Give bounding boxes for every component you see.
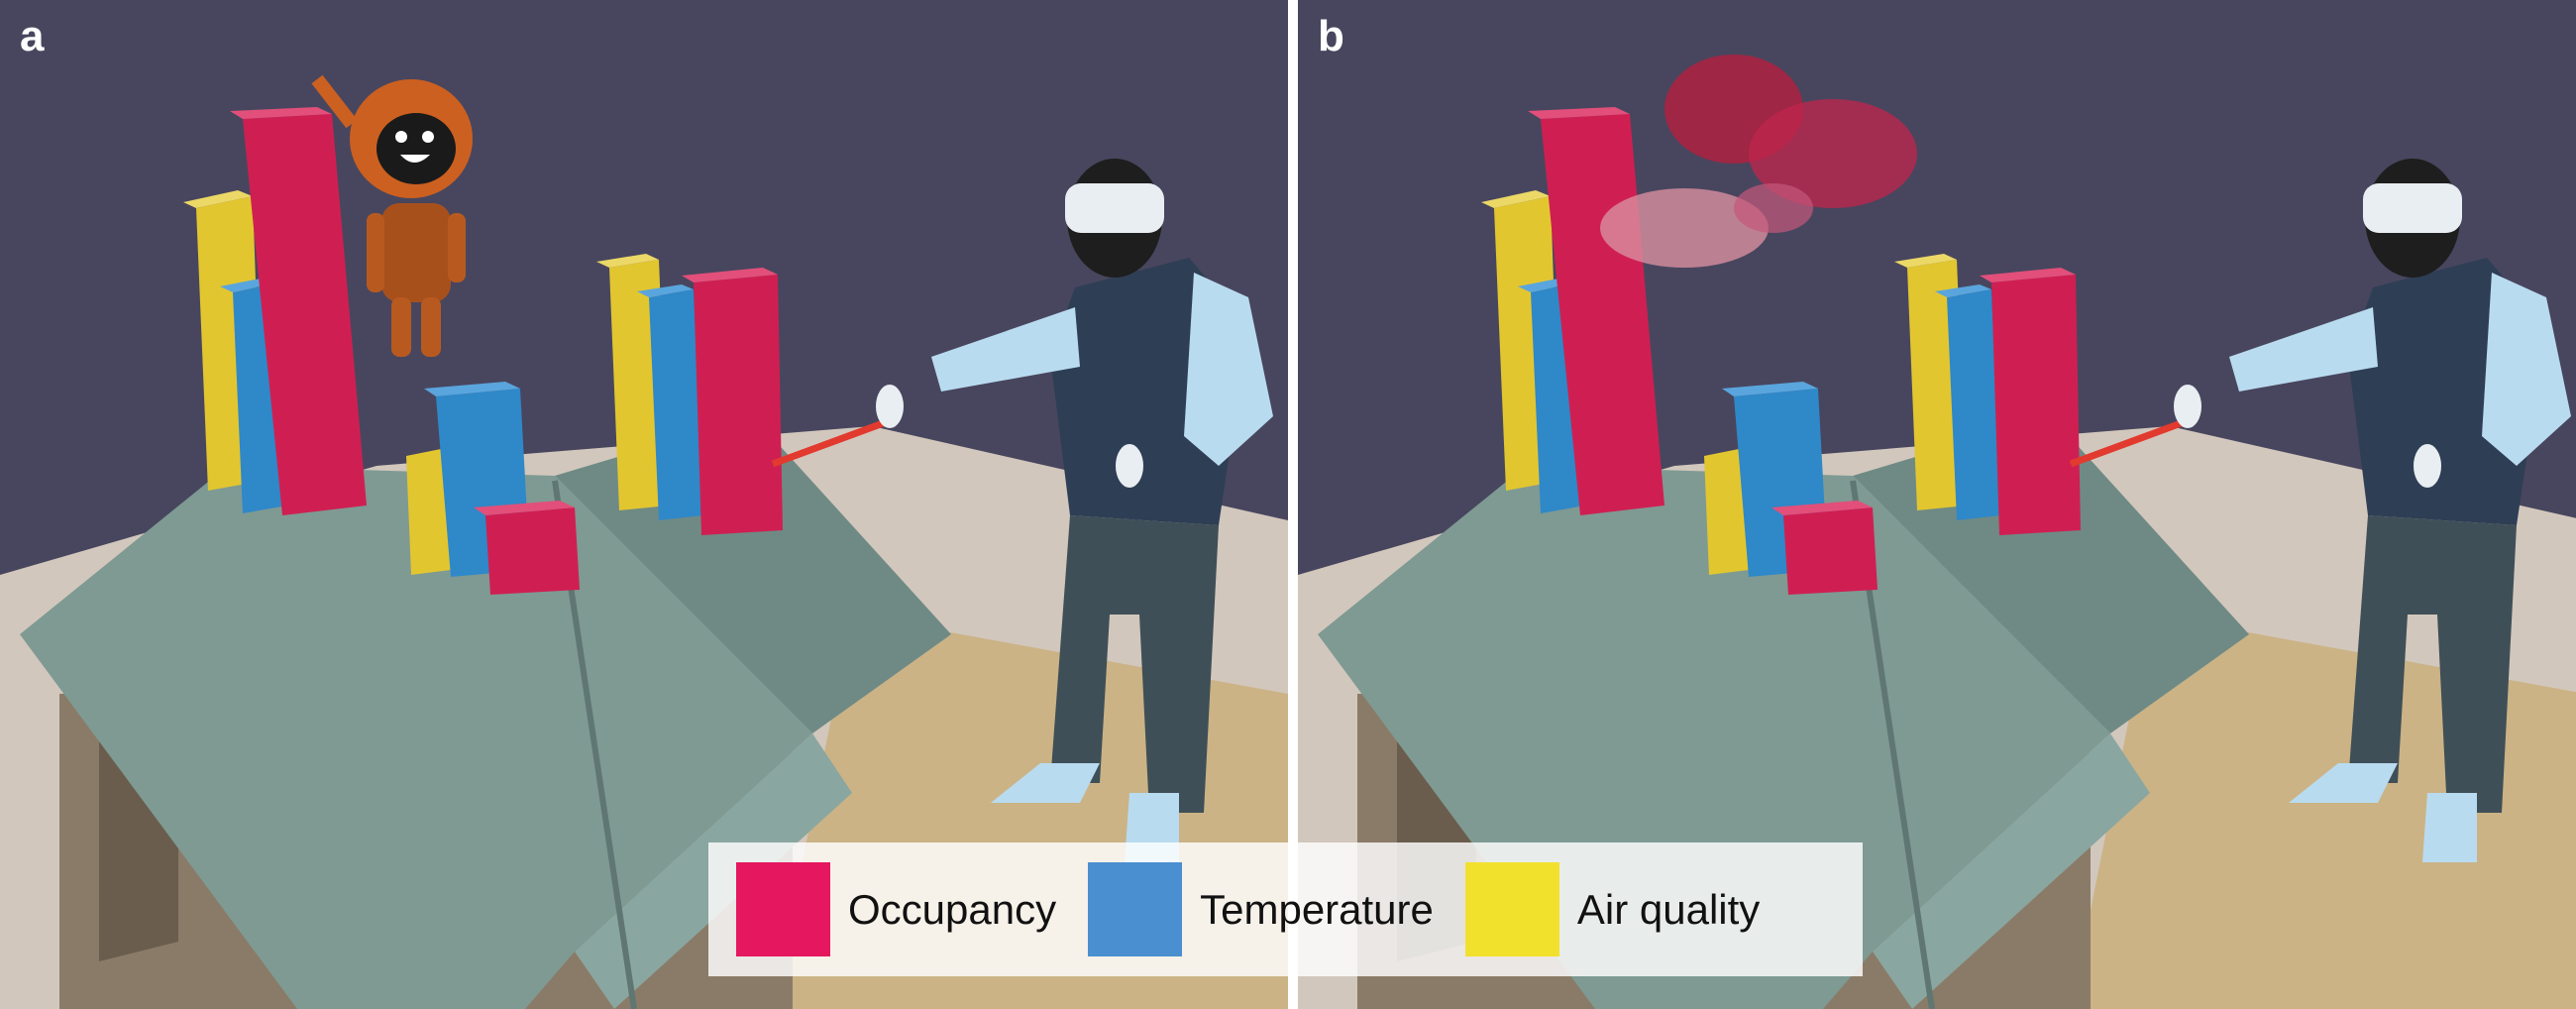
legend-label-occupancy: Occupancy	[848, 885, 1057, 933]
bar-group-left	[183, 107, 367, 515]
robot	[311, 74, 473, 357]
panel-divider	[1288, 0, 1298, 1009]
user-avatar	[876, 159, 1273, 862]
legend-item-occupancy: Occupancy	[736, 862, 1056, 956]
legend-item-air-quality: Air quality	[1464, 862, 1761, 956]
bar-group-middle	[406, 382, 580, 595]
legend: Occupancy Temperature Air quality	[708, 842, 1863, 976]
bar-group-right	[1894, 254, 2081, 535]
panel-label-a: a	[20, 12, 45, 60]
legend-swatch-temperature	[1088, 862, 1183, 956]
pointer-ray	[771, 414, 899, 468]
panel-label-b: b	[1318, 12, 1344, 60]
legend-swatch-occupancy	[736, 862, 830, 956]
bar-group-middle	[1704, 382, 1878, 595]
legend-swatch-air-quality	[1464, 862, 1559, 956]
legend-label-air-quality: Air quality	[1576, 885, 1761, 933]
bar-group-right	[596, 254, 783, 535]
user-avatar	[2174, 159, 2571, 862]
particle-cloud	[1600, 55, 1917, 268]
legend-item-temperature: Temperature	[1088, 862, 1434, 956]
legend-label-temperature: Temperature	[1200, 885, 1434, 933]
pointer-ray	[2069, 414, 2197, 468]
